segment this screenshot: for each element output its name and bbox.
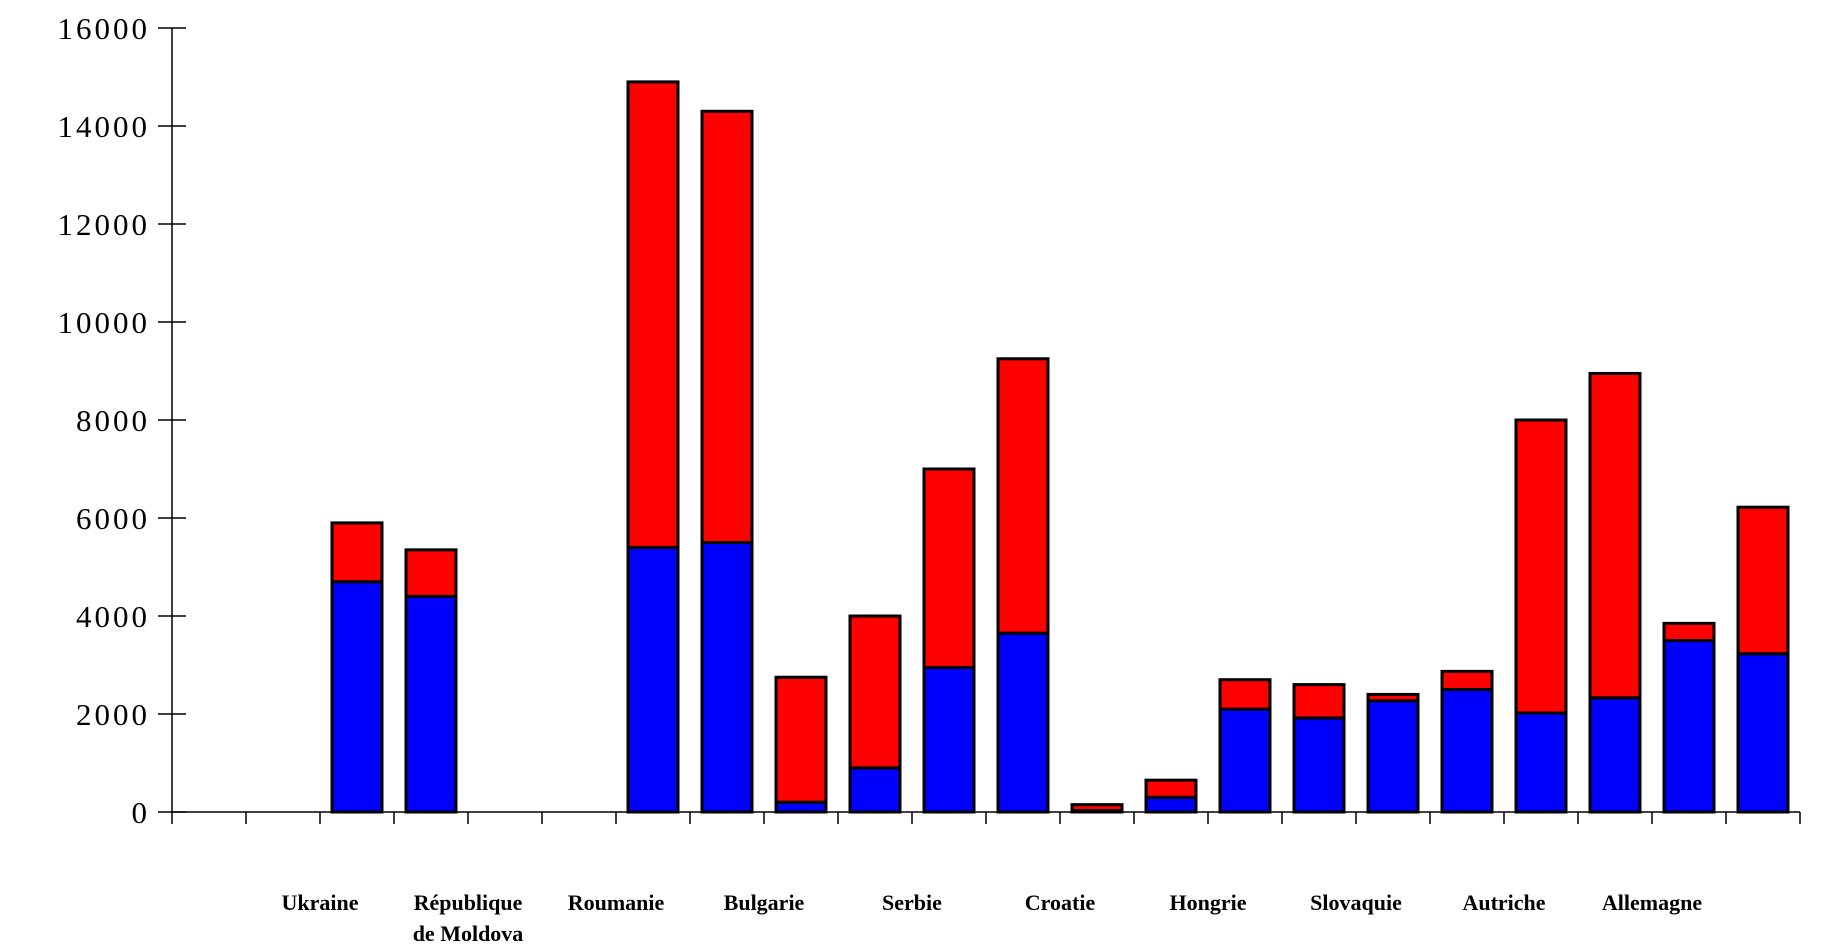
bar-segment-blue — [1662, 639, 1716, 814]
bar-segment-red — [1588, 371, 1642, 700]
bar-segment-red — [848, 614, 902, 770]
bar-segment-red — [1366, 692, 1420, 703]
x-category-label: Croatie — [1025, 890, 1096, 915]
y-tick-label: 0 — [132, 795, 151, 830]
x-category-label: Hongrie — [1170, 890, 1247, 915]
y-tick-label: 16000 — [58, 11, 151, 46]
y-tick-label: 6000 — [76, 501, 150, 536]
bar-segment-blue — [330, 580, 384, 814]
bar-segment-red — [1736, 505, 1790, 656]
bar-segment-blue — [922, 665, 976, 814]
bar-segment-red — [1144, 778, 1198, 799]
x-category-label: Serbie — [882, 890, 942, 915]
y-tick-label: 10000 — [58, 305, 151, 340]
bar-segment-blue — [848, 766, 902, 814]
y-tick-label: 4000 — [76, 599, 150, 634]
bar-segment-red — [700, 109, 754, 545]
bar-segment-blue — [996, 631, 1050, 814]
y-tick-labels: 0 2000 4000 6000 8000 10000 12000 14000 16000 — [58, 11, 151, 830]
bar-segment-red — [404, 548, 458, 598]
x-category-label: Slovaquie — [1310, 890, 1402, 915]
bar-segment-red — [330, 521, 384, 584]
x-category-label: Roumanie — [568, 890, 665, 915]
bar-segment-blue — [1292, 716, 1346, 814]
bar-segment-blue — [700, 541, 754, 814]
y-tick-label: 2000 — [76, 697, 150, 732]
bar-segment-red — [1440, 669, 1494, 691]
x-category-label: Ukraine — [282, 890, 359, 915]
bar-segment-red — [1070, 803, 1124, 813]
bar-segment-red — [922, 467, 976, 669]
bar-segment-blue — [1366, 699, 1420, 814]
bar-segment-blue — [626, 545, 680, 814]
x-category-label: de Moldova — [413, 921, 524, 946]
bar-segment-red — [1514, 418, 1568, 715]
y-tick-label: 14000 — [58, 109, 151, 144]
x-category-label: République — [414, 890, 523, 915]
y-tick-label: 8000 — [76, 403, 150, 438]
bar-segment-blue — [404, 594, 458, 814]
x-category-label: Bulgarie — [724, 890, 805, 915]
x-category-labels: Ukraine République de Moldova Roumanie Bulga… — [282, 890, 1703, 946]
bar-segment-red — [1662, 621, 1716, 642]
x-category-label: Allemagne — [1602, 890, 1702, 915]
bar-segment-blue — [1218, 707, 1272, 814]
bar-segment-blue — [1144, 795, 1198, 814]
x-category-label: Autriche — [1462, 890, 1545, 915]
bar-segment-red — [1218, 678, 1272, 711]
bars — [330, 80, 1790, 814]
bar-segment-red — [996, 357, 1050, 635]
bar-segment-red — [1292, 683, 1346, 720]
y-tick-label: 12000 — [58, 207, 151, 242]
bar-segment-blue — [1736, 652, 1790, 814]
bar-segment-red — [774, 675, 828, 804]
bar-segment-red — [626, 80, 680, 549]
bar-segment-blue — [1588, 696, 1642, 814]
bar-segment-blue — [1440, 688, 1494, 814]
bar-segment-blue — [1514, 711, 1568, 814]
